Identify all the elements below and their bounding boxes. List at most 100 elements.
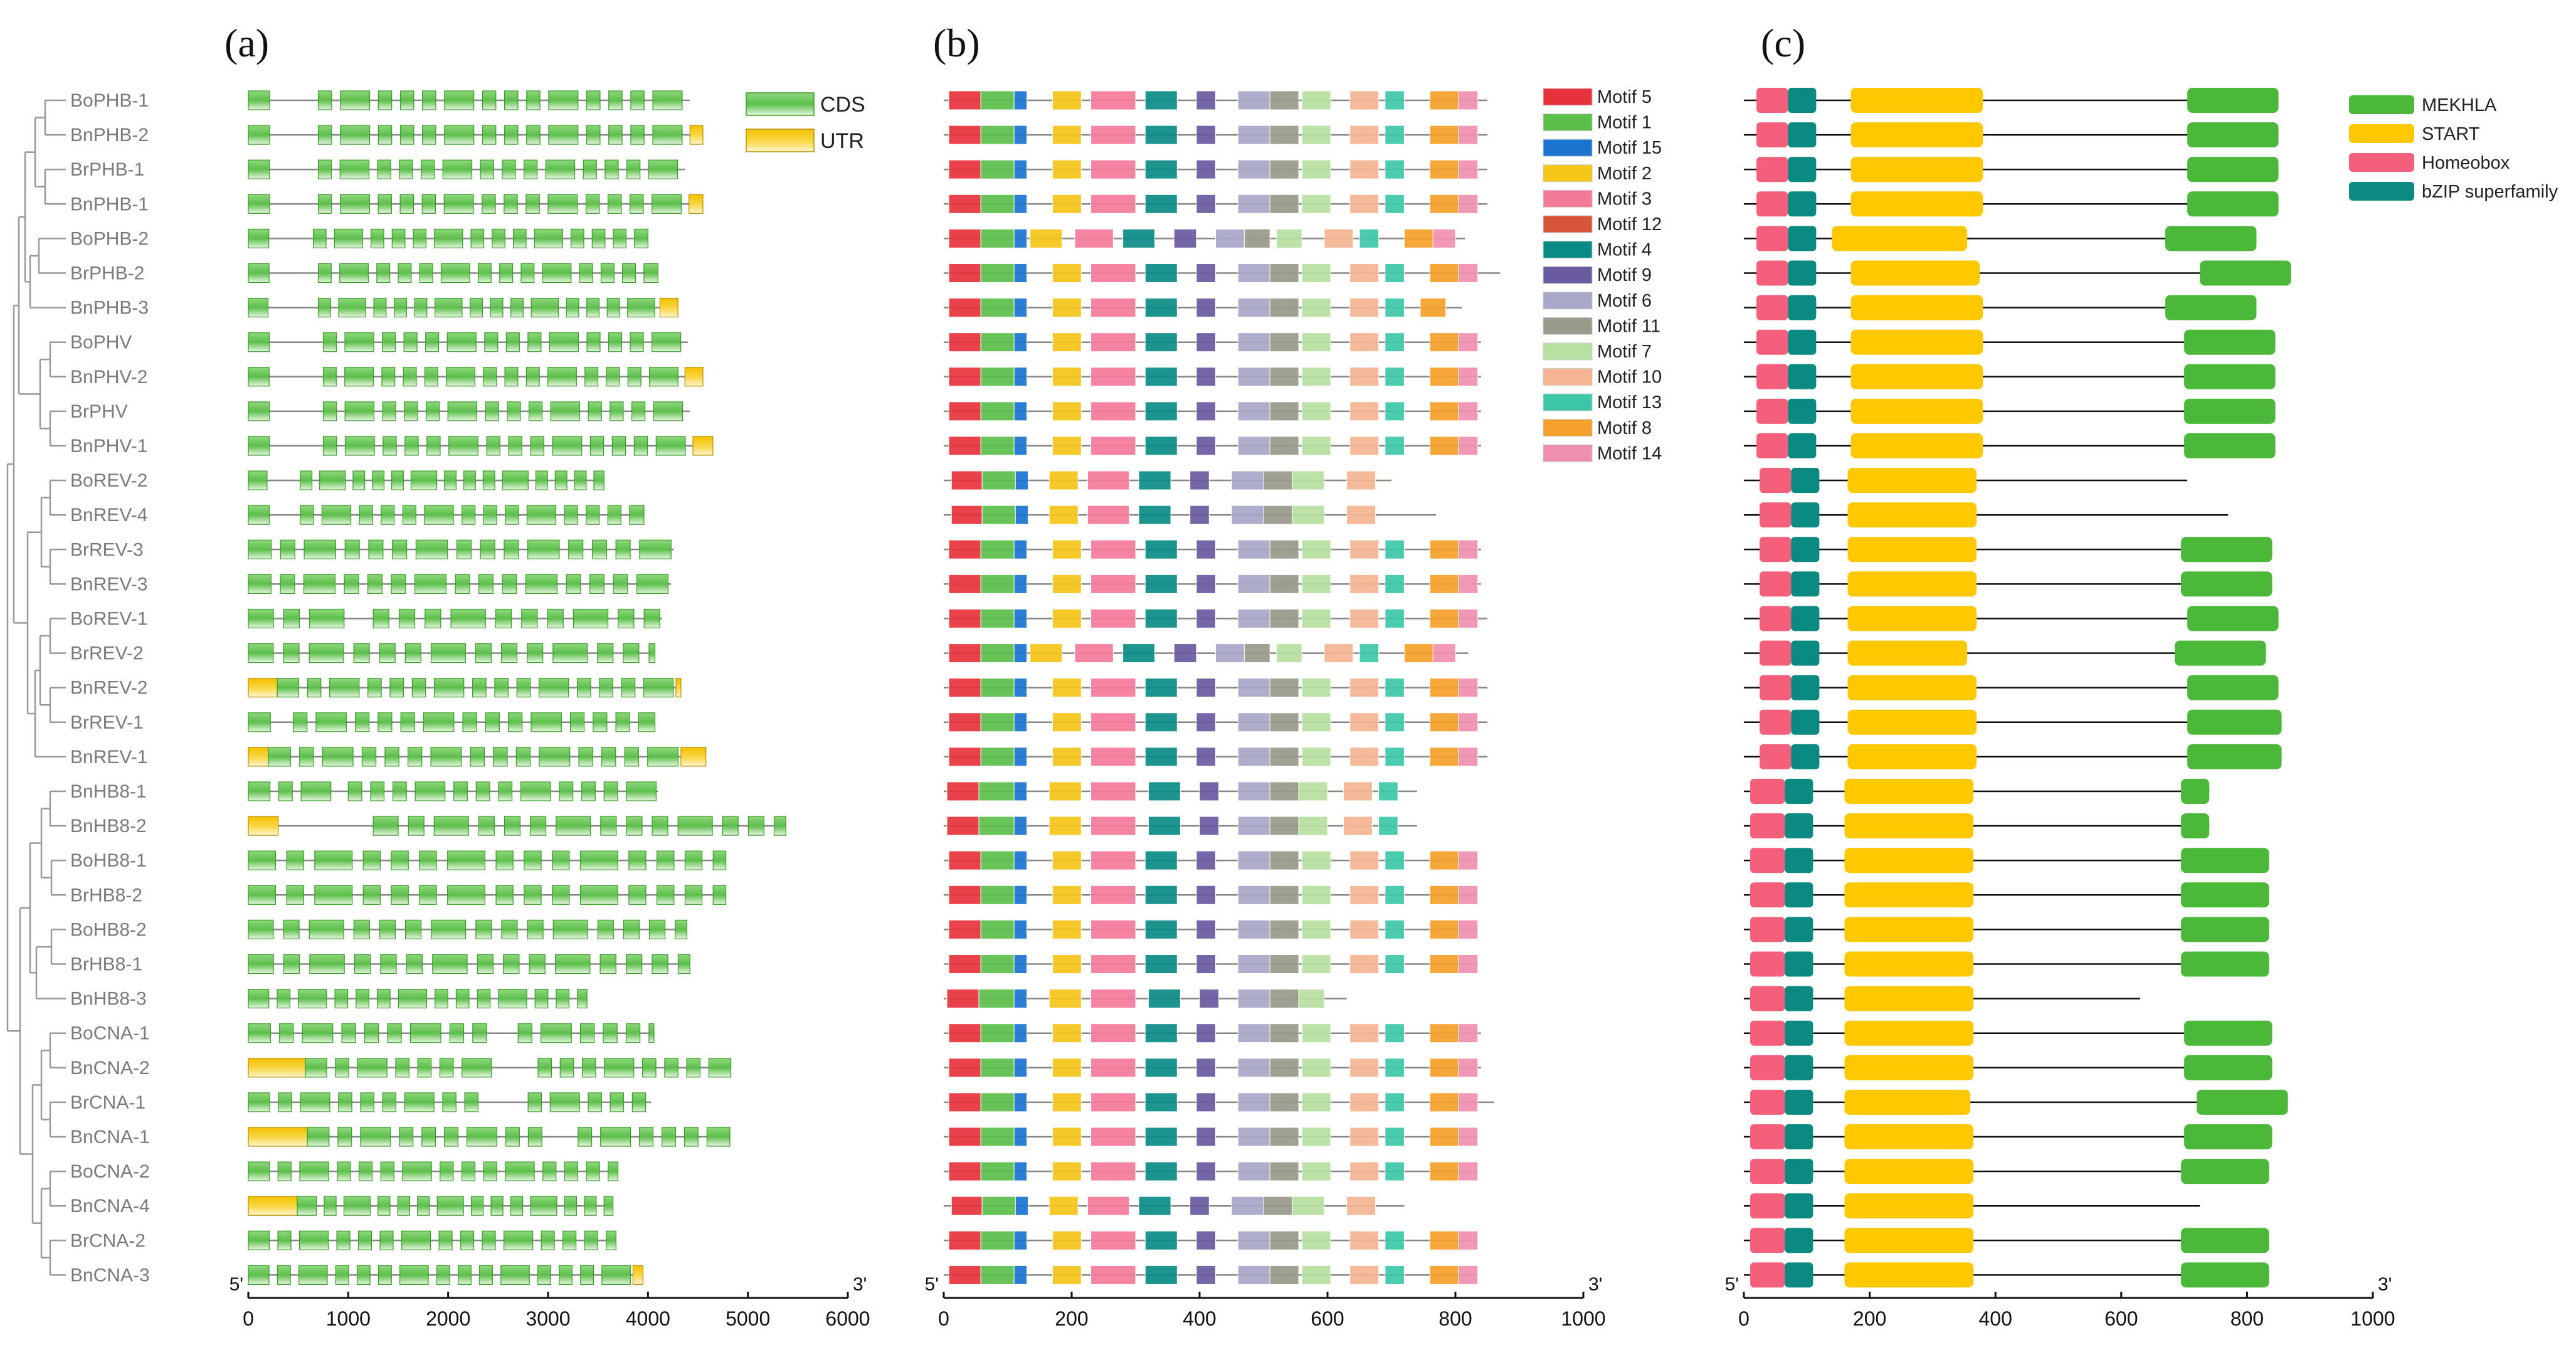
motif-9-block bbox=[1196, 125, 1217, 145]
motif-7-block bbox=[1301, 401, 1331, 421]
bzip-domain bbox=[1785, 917, 1813, 942]
motif-9-block bbox=[1196, 367, 1217, 387]
motif-1-block bbox=[980, 747, 1015, 767]
exon-cds bbox=[525, 194, 540, 214]
exon-cds bbox=[344, 332, 374, 352]
exon-cds bbox=[381, 505, 395, 525]
legend-b-label-motif-10: Motif 10 bbox=[1597, 367, 1662, 388]
motif-11-block bbox=[1269, 1265, 1299, 1285]
exon-cds bbox=[434, 228, 463, 248]
exon-cds bbox=[527, 1127, 542, 1147]
exon-cds bbox=[248, 228, 270, 248]
exon-cds bbox=[370, 228, 384, 248]
motif-7-block bbox=[1301, 1230, 1331, 1250]
motif-13-block bbox=[1385, 954, 1405, 974]
motif-4-block bbox=[1144, 332, 1178, 352]
motif-10-block bbox=[1349, 367, 1380, 387]
start-domain bbox=[1847, 502, 1977, 528]
mekhla-domain bbox=[2181, 951, 2269, 977]
homeobox-domain bbox=[1756, 157, 1788, 182]
exon-cds bbox=[399, 194, 414, 214]
exon-cds bbox=[460, 1230, 475, 1250]
legend-b-swatch-motif-4 bbox=[1543, 241, 1593, 259]
exon-cds bbox=[248, 401, 270, 421]
motif-10-block bbox=[1349, 90, 1380, 110]
exon-cds bbox=[504, 90, 519, 110]
motif-13-block bbox=[1385, 298, 1405, 318]
exon-cds bbox=[530, 1196, 557, 1216]
start-domain bbox=[1850, 191, 1983, 217]
gene-name-labels: BoPHB-1 BnPHB-2 BrPHB-1 BnPHB-1 BoPHB-2 BrPHB… bbox=[70, 90, 150, 1285]
start-domain bbox=[1844, 986, 1974, 1011]
exon-cds bbox=[354, 954, 371, 974]
motif-15-block bbox=[1015, 505, 1029, 525]
exon-cds bbox=[356, 1265, 371, 1285]
motif-1-block bbox=[980, 1230, 1015, 1250]
mekhla-domain bbox=[2165, 295, 2257, 320]
exon-cds bbox=[444, 125, 475, 145]
exon-cds bbox=[529, 954, 546, 974]
motif-13-block bbox=[1385, 1265, 1405, 1285]
motif-11-block bbox=[1269, 885, 1299, 905]
bzip-domain bbox=[1785, 1055, 1813, 1080]
motif-10-block bbox=[1349, 712, 1380, 732]
motif-13-block bbox=[1385, 747, 1405, 767]
exon-cds bbox=[421, 1127, 436, 1147]
exon-cds bbox=[521, 608, 538, 629]
motif-10-block bbox=[1349, 1058, 1380, 1078]
motif-9-block bbox=[1199, 989, 1220, 1009]
exon-cds bbox=[601, 747, 616, 767]
exon-cds bbox=[548, 125, 579, 145]
motif-3-block bbox=[1090, 1265, 1136, 1285]
motif-3-block bbox=[1090, 194, 1136, 214]
exon-cds bbox=[630, 332, 644, 352]
motif-3-block bbox=[1090, 1058, 1136, 1078]
motif-4-block bbox=[1144, 401, 1178, 421]
motif-7-block bbox=[1301, 678, 1331, 698]
exon-cds bbox=[652, 954, 668, 974]
motif-14-block bbox=[1458, 1265, 1479, 1285]
motif-11-block bbox=[1243, 228, 1270, 248]
exon-cds bbox=[436, 1196, 464, 1216]
motif-6-block bbox=[1237, 919, 1270, 939]
exon-cds bbox=[462, 1058, 492, 1078]
motif-2-block bbox=[1052, 367, 1082, 387]
exon-cds bbox=[527, 539, 560, 559]
exon-cds bbox=[358, 1161, 373, 1181]
motif-11-block bbox=[1269, 194, 1299, 214]
exon-cds bbox=[482, 194, 496, 214]
bzip-domain bbox=[1791, 675, 1820, 700]
bzip-domain bbox=[1788, 88, 1817, 113]
motif-9-block bbox=[1196, 1230, 1217, 1250]
motif-5-block bbox=[948, 1058, 981, 1078]
exon-cds bbox=[360, 1092, 374, 1112]
motif-7-block bbox=[1298, 781, 1328, 801]
motif-13-block bbox=[1385, 1058, 1405, 1078]
mekhla-domain bbox=[2181, 917, 2269, 942]
gene-label-bncna-2: BnCNA-2 bbox=[70, 1058, 150, 1078]
motif-14-block bbox=[1458, 401, 1479, 421]
mekhla-domain bbox=[2181, 848, 2269, 873]
exon-cds bbox=[527, 332, 542, 352]
exon-cds bbox=[377, 1265, 392, 1285]
exon-cds bbox=[597, 643, 614, 663]
exon-cds bbox=[531, 712, 562, 732]
motif-9-block bbox=[1196, 1265, 1217, 1285]
exon-cds bbox=[248, 574, 272, 594]
homeobox-domain bbox=[1750, 1089, 1785, 1115]
motif-8-block bbox=[1429, 574, 1459, 594]
motif-8-block bbox=[1429, 332, 1459, 352]
motif-3-block bbox=[1090, 850, 1136, 870]
motif-5-block bbox=[948, 574, 981, 594]
motif-10-block bbox=[1349, 539, 1380, 559]
exon-cds bbox=[443, 194, 474, 214]
exon-cds bbox=[277, 1161, 292, 1181]
exon-cds bbox=[314, 850, 353, 870]
exon-cds bbox=[360, 1127, 391, 1147]
bzip-domain bbox=[1785, 779, 1813, 804]
exon-cds bbox=[505, 1161, 535, 1181]
motif-11-block bbox=[1269, 263, 1299, 283]
exon-cds bbox=[248, 470, 268, 490]
exon-cds bbox=[500, 1265, 530, 1285]
motif-13-block bbox=[1385, 90, 1405, 110]
